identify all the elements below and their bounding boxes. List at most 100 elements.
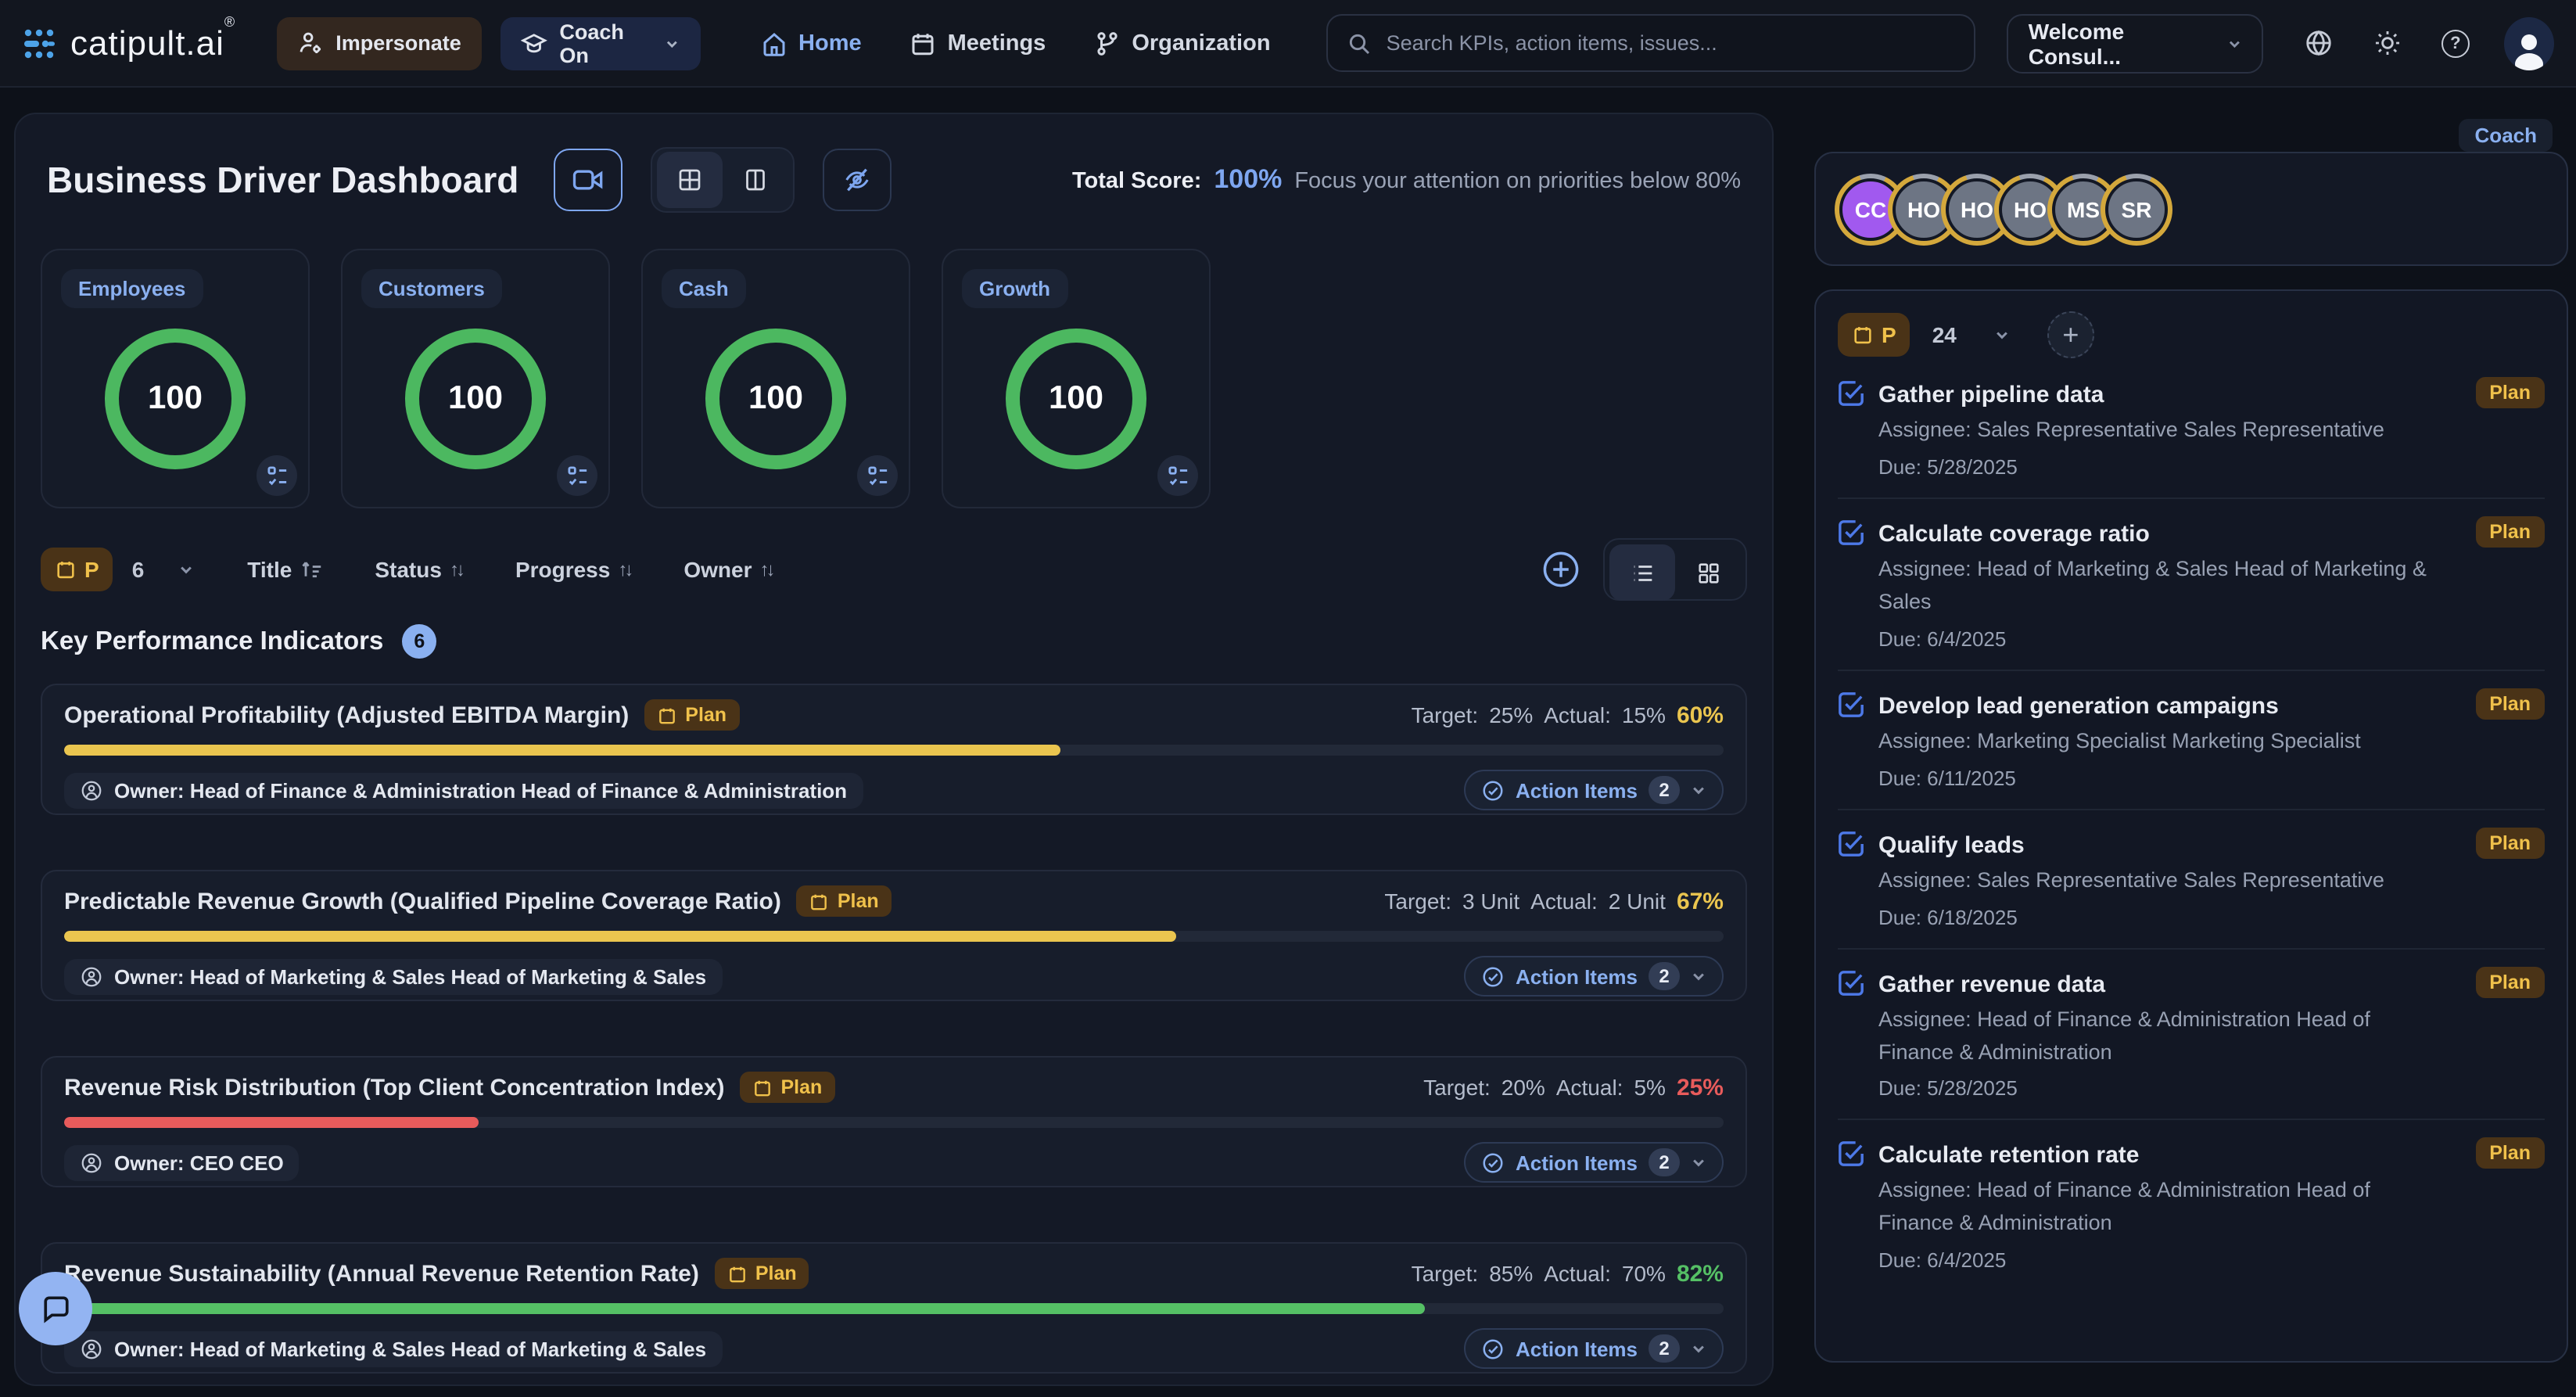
- actual-value: 70%: [1621, 1260, 1666, 1285]
- plan-badge-label: Plan: [837, 890, 879, 912]
- task-item[interactable]: Gather revenue data Plan Assignee: Head …: [1838, 949, 2545, 1121]
- task-item[interactable]: Calculate retention rate Plan Assignee: …: [1838, 1121, 2545, 1291]
- kpi-progress-fill: [64, 1117, 479, 1128]
- kpi-card[interactable]: Predictable Revenue Growth (Qualified Pi…: [41, 870, 1747, 1001]
- impersonate-button[interactable]: Impersonate: [276, 16, 482, 70]
- sort-asc-icon: [301, 562, 321, 578]
- check-circle-icon: [1483, 1338, 1503, 1359]
- score-ring: 100: [705, 329, 846, 470]
- coach-on-toggle[interactable]: Coach On: [500, 16, 701, 70]
- score-card-customers[interactable]: Customers 100: [341, 249, 610, 508]
- impersonate-label: Impersonate: [335, 31, 461, 55]
- kpi-card[interactable]: Revenue Risk Distribution (Top Client Co…: [41, 1056, 1747, 1187]
- kpi-bottom-row: Owner: CEO CEO Action Items 2: [64, 1142, 1724, 1183]
- home-icon: [762, 32, 784, 56]
- task-item[interactable]: Calculate coverage ratio Plan Assignee: …: [1838, 499, 2545, 671]
- sort-title[interactable]: Title: [247, 557, 321, 582]
- action-items-button[interactable]: Action Items 2: [1463, 1328, 1724, 1369]
- kpi-progress-track: [64, 931, 1724, 942]
- nav-link-home[interactable]: Home: [759, 29, 862, 57]
- action-items-button[interactable]: Action Items 2: [1463, 770, 1724, 810]
- score-card-cash[interactable]: Cash 100: [641, 249, 910, 508]
- add-action-item-button[interactable]: +: [2047, 311, 2094, 358]
- kpi-card[interactable]: Operational Profitability (Adjusted EBIT…: [41, 684, 1747, 815]
- sort-progress[interactable]: Progress ↑↓: [515, 557, 633, 582]
- target-value: 25%: [1489, 702, 1534, 727]
- task-due-date: Due: 6/4/2025: [1878, 627, 2007, 651]
- kpi-owner-label: Owner: Head of Marketing & Sales Head of…: [114, 964, 707, 988]
- chevron-down-icon[interactable]: [1994, 327, 2010, 343]
- kpi-owner: Owner: Head of Marketing & Sales Head of…: [64, 1331, 723, 1366]
- logo[interactable]: catipult.ai®: [22, 13, 235, 63]
- checklist-icon[interactable]: [257, 455, 297, 496]
- plan-badge: Plan: [714, 1258, 809, 1289]
- account-dropdown[interactable]: Welcome Consul...: [2006, 13, 2263, 73]
- checklist-icon[interactable]: [857, 455, 898, 496]
- user-avatar[interactable]: [2503, 16, 2554, 70]
- search-input[interactable]: [1386, 31, 1955, 55]
- add-kpi-button[interactable]: [1541, 549, 1581, 590]
- checklist-icon[interactable]: [557, 455, 597, 496]
- theme-sun-icon[interactable]: [2373, 28, 2402, 58]
- kpi-card[interactable]: Revenue Sustainability (Annual Revenue R…: [41, 1242, 1747, 1374]
- action-items-button[interactable]: Action Items 2: [1463, 956, 1724, 997]
- nav-link-meetings[interactable]: Meetings: [909, 29, 1046, 57]
- person-circle-icon: [81, 780, 102, 800]
- kpi-bottom-row: Owner: Head of Marketing & Sales Head of…: [64, 956, 1724, 997]
- globe-icon[interactable]: [2304, 28, 2334, 58]
- action-items-button[interactable]: Action Items 2: [1463, 1142, 1724, 1183]
- checkbox-checked-icon[interactable]: [1838, 1141, 1864, 1168]
- chevron-down-icon: [1693, 973, 1704, 981]
- hide-links-button[interactable]: [822, 149, 892, 211]
- grid-small-view-toggle[interactable]: [1675, 544, 1741, 601]
- task-item[interactable]: Gather pipeline data Plan Assignee: Sale…: [1838, 360, 2545, 499]
- plan-badge: Plan: [2475, 515, 2545, 548]
- kpi-title-row: Predictable Revenue Growth (Qualified Pi…: [64, 885, 1724, 917]
- kpi-metrics: Target: 20% Actual: 5% 25%: [1423, 1074, 1724, 1101]
- chevron-down-icon[interactable]: [178, 562, 194, 577]
- list-view-toggle[interactable]: [1609, 544, 1675, 601]
- action-items-count: 2: [1649, 776, 1680, 804]
- task-assignee: Assignee: Head of Finance & Administrati…: [1878, 1007, 2370, 1064]
- task-title-row: Calculate retention rate: [1838, 1141, 2545, 1169]
- avatar-sr[interactable]: SR: [2101, 173, 2172, 245]
- task-item[interactable]: Qualify leads Plan Assignee: Sales Repre…: [1838, 810, 2545, 950]
- action-items-header: P 24 +: [1838, 310, 2545, 360]
- actual-label: Actual:: [1530, 888, 1598, 913]
- sort-owner-label: Owner: [683, 557, 752, 582]
- task-item[interactable]: Develop lead generation campaigns Plan A…: [1838, 671, 2545, 810]
- plan-filter-badge[interactable]: P: [41, 548, 113, 591]
- video-button[interactable]: [553, 149, 622, 211]
- checkbox-checked-icon[interactable]: [1838, 380, 1864, 407]
- kpi-title: Operational Profitability (Adjusted EBIT…: [64, 702, 630, 728]
- target-value: 3 Unit: [1462, 888, 1520, 913]
- plan-filter-badge[interactable]: P: [1838, 313, 1910, 357]
- checklist-icon[interactable]: [1157, 455, 1198, 496]
- team-avatars-card: CC HO HO HO MS SR: [1814, 152, 2568, 266]
- avatar-ho-1[interactable]: HO: [1888, 173, 1960, 245]
- target-label: Target:: [1411, 702, 1479, 727]
- avatar-ho-3[interactable]: HO: [1994, 173, 2066, 245]
- task-due-date: Due: 5/28/2025: [1878, 454, 2018, 479]
- sort-owner[interactable]: Owner ↑↓: [683, 557, 775, 582]
- account-label: Welcome Consul...: [2028, 18, 2125, 68]
- sort-status[interactable]: Status ↑↓: [375, 557, 465, 582]
- checkbox-checked-icon[interactable]: [1838, 969, 1864, 996]
- global-search[interactable]: [1326, 14, 1975, 72]
- checkbox-checked-icon[interactable]: [1838, 830, 1864, 857]
- help-icon[interactable]: ?: [2441, 29, 2470, 57]
- action-items-label: Action Items: [1515, 964, 1638, 988]
- columns-view-toggle[interactable]: [722, 152, 788, 208]
- task-due-date: Due: 5/28/2025: [1878, 1076, 2018, 1101]
- checkbox-checked-icon[interactable]: [1838, 691, 1864, 718]
- kpi-owner-label: Owner: Head of Finance & Administration …: [114, 778, 848, 802]
- score-card-employees[interactable]: Employees 100: [41, 249, 310, 508]
- grid-view-toggle[interactable]: [656, 152, 723, 208]
- nav-link-organization[interactable]: Organization: [1092, 29, 1271, 57]
- chevron-down-icon: [1693, 787, 1704, 795]
- score-card-growth[interactable]: Growth 100: [942, 249, 1211, 508]
- chat-fab-button[interactable]: [19, 1272, 92, 1345]
- kpi-title: Revenue Sustainability (Annual Revenue R…: [64, 1260, 699, 1287]
- nav-link-organization-label: Organization: [1132, 31, 1271, 56]
- checkbox-checked-icon[interactable]: [1838, 519, 1864, 546]
